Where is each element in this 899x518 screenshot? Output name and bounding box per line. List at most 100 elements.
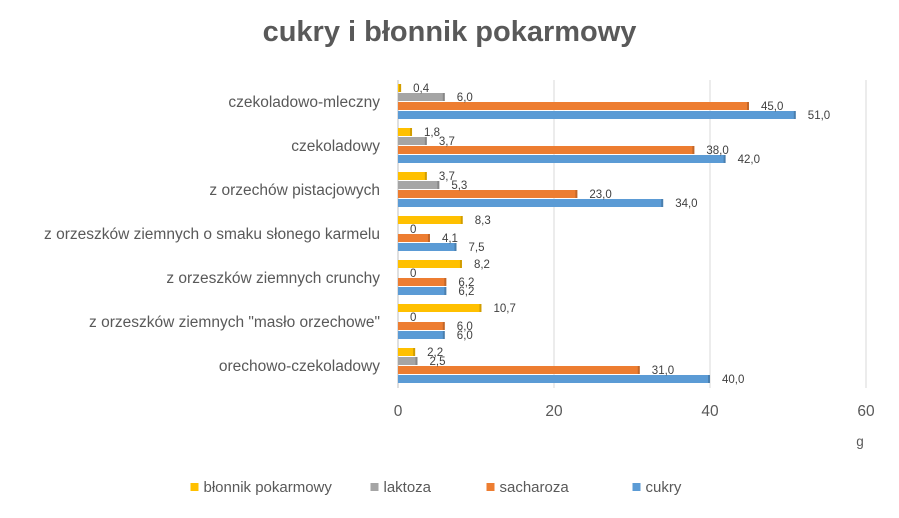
- bar-cukry-6: [398, 331, 445, 339]
- data-label-sacharoza-1: 45,0: [761, 101, 783, 113]
- data-label-cukry-1: 51,0: [808, 110, 830, 122]
- legend-label-cukry: cukry: [646, 479, 682, 496]
- bar-edge-laktoza-7: [415, 357, 418, 365]
- category-label-1: czekoladowo-mleczny: [228, 94, 380, 111]
- bar-sacharoza-5: [398, 278, 447, 286]
- bar-błonnik-pokarmowy-2: [398, 128, 413, 136]
- legend-label-sacharoza: sacharoza: [500, 479, 570, 496]
- bar-edge-sacharoza-6: [442, 322, 445, 330]
- bar-cukry-1: [398, 111, 796, 119]
- legend-swatch-cukry: [632, 483, 641, 491]
- bar-cukry-2: [398, 155, 726, 163]
- bar-sacharoza-6: [398, 322, 445, 330]
- x-axis-unit-label: g: [856, 434, 864, 449]
- bar-edge-cukry-4: [454, 243, 457, 251]
- data-label-sacharoza-7: 31,0: [652, 365, 674, 377]
- x-tick-label-40: 40: [701, 403, 719, 420]
- bar-edge-laktoza-2: [424, 137, 427, 145]
- data-label-sacharoza-3: 23,0: [589, 189, 611, 201]
- data-label-sacharoza-4: 4,1: [442, 233, 458, 245]
- chart-title: cukry i błonnik pokarmowy: [262, 16, 637, 48]
- legend-swatch-błonnik-pokarmowy: [190, 483, 199, 491]
- data-label-cukry-2: 42,0: [738, 154, 760, 166]
- data-label-sacharoza-2: 38,0: [706, 145, 728, 157]
- data-label-błonnik-pokarmowy-6: 10,7: [493, 303, 515, 315]
- bar-edge-cukry-1: [793, 111, 796, 119]
- bar-cukry-7: [398, 375, 710, 383]
- data-label-laktoza-4: 0: [410, 224, 416, 236]
- bar-błonnik-pokarmowy-5: [398, 260, 462, 268]
- legend-label-błonnik-pokarmowy: błonnik pokarmowy: [204, 479, 333, 496]
- bar-sacharoza-2: [398, 146, 695, 154]
- category-label-6: z orzeszków ziemnych "masło orzechowe": [89, 314, 380, 331]
- bar-cukry-4: [398, 243, 457, 251]
- bar-edge-sacharoza-2: [692, 146, 695, 154]
- bar-błonnik-pokarmowy-3: [398, 172, 427, 180]
- bar-cukry-5: [398, 287, 447, 295]
- category-labels: czekoladowo-mleczny czekoladowy z orzechów…: [44, 94, 380, 375]
- data-label-cukry-4: 7,5: [469, 242, 485, 254]
- bar-laktoza-7: [398, 357, 418, 365]
- bar-edge-cukry-5: [444, 287, 447, 295]
- bar-edge-sacharoza-4: [427, 234, 430, 242]
- bar-edge-błonnik-pokarmowy-4: [460, 216, 463, 224]
- data-label-cukry-3: 34,0: [675, 198, 697, 210]
- bar-błonnik-pokarmowy-7: [398, 348, 416, 356]
- category-label-5: z orzeszków ziemnych crunchy: [166, 270, 380, 287]
- x-tick-label-0: 0: [394, 403, 403, 420]
- data-labels: 0,46,045,051,01,83,738,042,03,75,323,034…: [410, 83, 830, 386]
- bar-błonnik-pokarmowy-4: [398, 216, 463, 224]
- data-label-błonnik-pokarmowy-1: 0,4: [413, 83, 430, 95]
- data-label-błonnik-pokarmowy-3: 3,7: [439, 171, 455, 183]
- bar-sacharoza-7: [398, 366, 640, 374]
- bar-błonnik-pokarmowy-1: [398, 84, 402, 92]
- bar-edge-błonnik-pokarmowy-6: [479, 304, 482, 312]
- bar-edge-cukry-7: [708, 375, 710, 383]
- bar-edge-błonnik-pokarmowy-7: [413, 348, 416, 356]
- bar-edge-cukry-3: [661, 199, 664, 207]
- bar-edge-laktoza-1: [442, 93, 445, 101]
- bar-sacharoza-4: [398, 234, 430, 242]
- legend: błonnik pokarmowy laktoza sacharoza cukry: [190, 479, 682, 496]
- data-label-cukry-6: 6,0: [457, 330, 473, 342]
- bar-cukry-3: [398, 199, 664, 207]
- bar-edge-cukry-6: [442, 331, 445, 339]
- bar-edge-błonnik-pokarmowy-5: [459, 260, 462, 268]
- bar-edge-błonnik-pokarmowy-1: [399, 84, 402, 92]
- data-label-laktoza-5: 0: [410, 268, 416, 280]
- bar-edge-błonnik-pokarmowy-3: [424, 172, 427, 180]
- bar-sacharoza-3: [398, 190, 578, 198]
- data-label-błonnik-pokarmowy-4: 8,3: [475, 215, 491, 227]
- bar-edge-sacharoza-7: [637, 366, 640, 374]
- data-label-laktoza-7: 2,5: [430, 356, 446, 368]
- bar-edge-laktoza-3: [437, 181, 440, 189]
- data-label-laktoza-1: 6,0: [457, 92, 473, 104]
- data-label-sacharoza-5: 6,2: [458, 277, 474, 289]
- data-label-laktoza-3: 5,3: [451, 180, 467, 192]
- legend-label-laktoza: laktoza: [384, 479, 432, 496]
- data-label-laktoza-2: 3,7: [439, 136, 455, 148]
- bar-edge-sacharoza-3: [575, 190, 578, 198]
- category-label-2: czekoladowy: [291, 138, 380, 155]
- category-label-4: z orzeszków ziemnych o smaku słonego kar…: [44, 226, 380, 243]
- bar-edge-błonnik-pokarmowy-2: [410, 128, 413, 136]
- legend-swatch-laktoza: [370, 483, 379, 491]
- category-label-7: orechowo-czekoladowy: [219, 358, 380, 375]
- data-label-błonnik-pokarmowy-7: 2,2: [427, 347, 443, 359]
- category-label-3: z orzechów pistacjowych: [209, 182, 380, 199]
- bar-laktoza-2: [398, 137, 427, 145]
- x-axis-ticks: 0 20 40 60: [394, 403, 875, 420]
- bar-edge-cukry-2: [723, 155, 726, 163]
- legend-swatch-sacharoza: [486, 483, 495, 491]
- bar-edge-sacharoza-5: [444, 278, 447, 286]
- bars: [398, 84, 796, 383]
- x-tick-label-60: 60: [857, 403, 875, 420]
- bar-błonnik-pokarmowy-6: [398, 304, 482, 312]
- data-label-błonnik-pokarmowy-5: 8,2: [474, 259, 490, 271]
- bar-sacharoza-1: [398, 102, 749, 110]
- x-tick-label-20: 20: [545, 403, 563, 420]
- bar-laktoza-3: [398, 181, 440, 189]
- data-label-laktoza-6: 0: [410, 312, 416, 324]
- bar-laktoza-1: [398, 93, 445, 101]
